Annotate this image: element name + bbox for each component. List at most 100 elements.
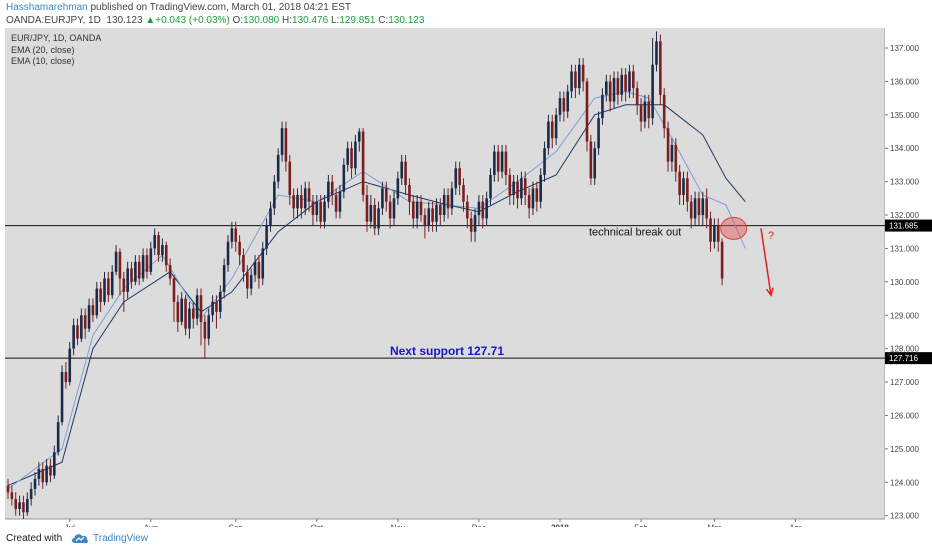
candle-body (473, 215, 477, 232)
candle-body (56, 422, 60, 453)
candle-body (697, 198, 701, 216)
candle-body (315, 201, 319, 216)
price-tick-label: 126.000 (890, 411, 919, 420)
candle-body (203, 321, 207, 339)
candle-body (6, 485, 10, 493)
low-label: L: (330, 15, 340, 26)
candle-body (620, 74, 624, 95)
candle-body (597, 118, 600, 149)
candle-body (330, 181, 334, 196)
candle-body (107, 278, 110, 296)
candle-body (99, 288, 102, 302)
candle-body (222, 265, 226, 292)
candle-body (693, 198, 697, 219)
legend-ema10[interactable]: EMA (10, close) (11, 56, 75, 66)
ohlc-line: OANDA:EURJPY, 1D 130.123 ▲+0.043 (+0.03%… (6, 15, 424, 26)
price-tick-label: 136.000 (890, 77, 919, 86)
price-tick-label: 130.000 (890, 278, 919, 287)
price-tick-label: 127.000 (890, 378, 919, 387)
candle-body (550, 121, 554, 139)
candle-body (64, 372, 68, 383)
candle-body (419, 201, 423, 216)
candle-body (605, 81, 608, 95)
price-tick-label: 133.000 (890, 178, 919, 187)
candle-body (195, 295, 199, 319)
candle-body (87, 305, 91, 329)
candle-body (307, 188, 311, 202)
candle-body (261, 248, 265, 279)
price-tick-label: 125.000 (890, 445, 919, 454)
price-tick-label: 135.000 (890, 111, 919, 120)
candle-body (404, 161, 407, 185)
candle-body (280, 128, 284, 155)
candle-body (408, 184, 411, 202)
symbol-label: OANDA:EURJPY, 1D (6, 15, 101, 26)
candle-body (670, 144, 674, 162)
candle-body (269, 208, 272, 226)
candle-body (149, 248, 153, 272)
legend-ema20[interactable]: EMA (20, close) (11, 45, 75, 55)
candle-body (226, 241, 230, 266)
candle-body (400, 161, 404, 179)
candle-body (577, 64, 581, 89)
footer: Created with TradingView (0, 527, 932, 550)
candle-body (666, 128, 670, 162)
candle-body (632, 71, 635, 89)
candle-body (284, 128, 288, 162)
support-annotation: Next support 127.71 (390, 344, 504, 358)
candle-body (172, 278, 176, 302)
candle-body (384, 188, 388, 202)
candle-body (168, 265, 172, 279)
price-tick-label: 123.000 (890, 512, 919, 521)
tradingview-brand[interactable]: TradingView (93, 533, 149, 544)
candle-body (72, 325, 75, 349)
candle-body (651, 64, 654, 119)
candle-body (485, 198, 488, 219)
candle-body (33, 478, 37, 489)
publish-line: Hasshamarehman published on TradingView.… (6, 2, 351, 13)
close-value: 130.123 (388, 15, 425, 26)
last-price: 130.123 (106, 15, 143, 26)
candle-body (83, 315, 87, 329)
candle-body (593, 148, 597, 179)
low-value: 129.851 (339, 15, 376, 26)
candle-body (678, 171, 681, 196)
candle-body (45, 465, 48, 483)
candle-body (493, 151, 496, 175)
candle-body (442, 195, 446, 216)
author-name[interactable]: Hasshamarehman (6, 2, 88, 13)
candle-body (466, 201, 469, 219)
candle-body (508, 174, 512, 196)
legend-symbol[interactable]: EUR/JPY, 1D, OANDA (11, 33, 102, 43)
candle-body (311, 201, 315, 216)
candle-body (53, 452, 56, 476)
candle-body (570, 71, 573, 92)
candle-body (674, 144, 678, 172)
candle-body (458, 168, 461, 185)
candle-body (10, 492, 14, 499)
candle-body (682, 178, 685, 196)
tradingview-cloud-icon (71, 534, 89, 543)
candle-body (454, 168, 458, 189)
candle-body (520, 178, 523, 199)
candle-body (450, 188, 454, 209)
question-annotation: ? (768, 230, 774, 242)
candle-body (562, 98, 566, 112)
candle-body (238, 241, 241, 256)
candle-body (601, 94, 604, 119)
candle-body (103, 278, 106, 302)
candle-body (265, 225, 268, 249)
candle-body (701, 198, 705, 216)
candle-body (655, 41, 658, 65)
candle-body (323, 201, 326, 222)
candle-body (369, 205, 373, 222)
up-triangle-icon: ▲ (145, 15, 156, 26)
candle-body (95, 288, 99, 316)
candle-body (531, 188, 535, 209)
candle-body (249, 275, 253, 289)
candle-body (14, 498, 18, 509)
candle-body (338, 191, 342, 212)
candle-body (554, 114, 558, 139)
candle-body (392, 198, 396, 219)
